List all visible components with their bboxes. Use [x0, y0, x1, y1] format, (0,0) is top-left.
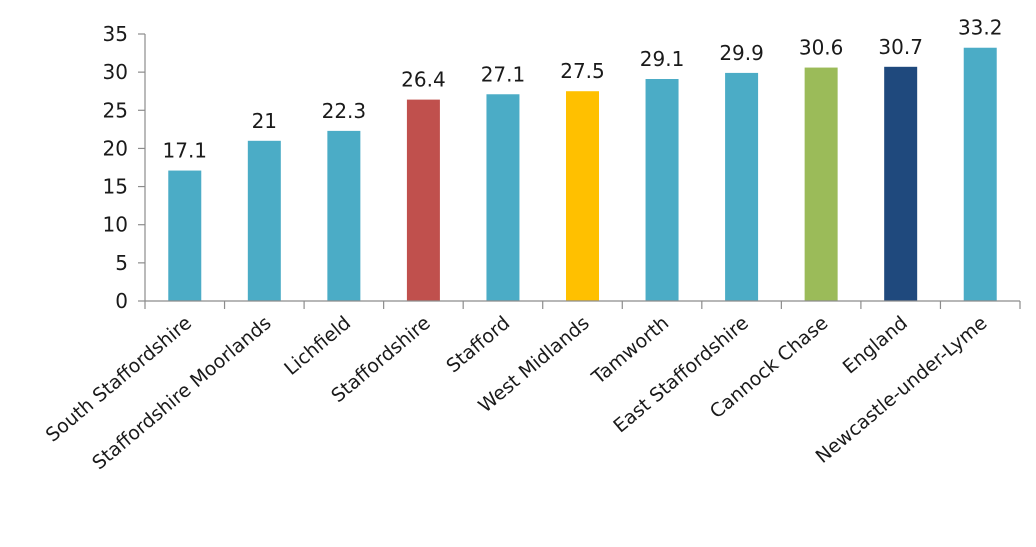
data-label: 21: [252, 109, 277, 133]
bar: [645, 79, 679, 301]
category-label: South Staffordshire: [42, 312, 196, 446]
y-axis: 0 5 10 15 20 25 30 35: [103, 22, 146, 313]
data-label: 29.9: [719, 41, 764, 65]
y-tick-label: 35: [103, 22, 128, 46]
bar: [168, 170, 202, 301]
bar: [804, 67, 838, 302]
data-label: 30.6: [799, 36, 844, 60]
data-label: 29.1: [640, 47, 685, 71]
data-label: 33.2: [958, 16, 1003, 40]
y-tick-label: 5: [115, 251, 128, 275]
bar: [247, 140, 281, 301]
y-tick-label: 25: [103, 98, 128, 122]
y-tick-label: 30: [103, 60, 128, 84]
y-tick-label: 15: [103, 175, 128, 199]
bar: [406, 99, 440, 301]
category-label: Stafford: [442, 312, 514, 377]
bars: [168, 47, 997, 302]
data-label: 22.3: [322, 99, 367, 123]
bar: [327, 130, 361, 301]
data-label: 27.5: [560, 59, 605, 83]
data-label: 27.1: [481, 62, 526, 86]
category-label: England: [839, 312, 912, 378]
y-tick-label: 10: [103, 213, 128, 237]
bar: [725, 72, 759, 301]
data-label: 26.4: [401, 68, 446, 92]
bar: [486, 94, 520, 301]
bar: [884, 66, 918, 301]
data-label: 30.7: [878, 35, 923, 59]
bar: [566, 91, 599, 301]
data-labels: 17.1 21 22.3 26.4 27.1 27.5 29.1 29.9 30.6 30.7 33…: [163, 16, 1003, 163]
category-label: East Staffordshire: [609, 312, 752, 437]
category-label: Lichfield: [280, 312, 355, 380]
bar: [963, 47, 997, 301]
y-tick-label: 0: [115, 289, 128, 313]
data-label: 17.1: [163, 139, 208, 163]
y-tick-label: 20: [103, 136, 128, 160]
